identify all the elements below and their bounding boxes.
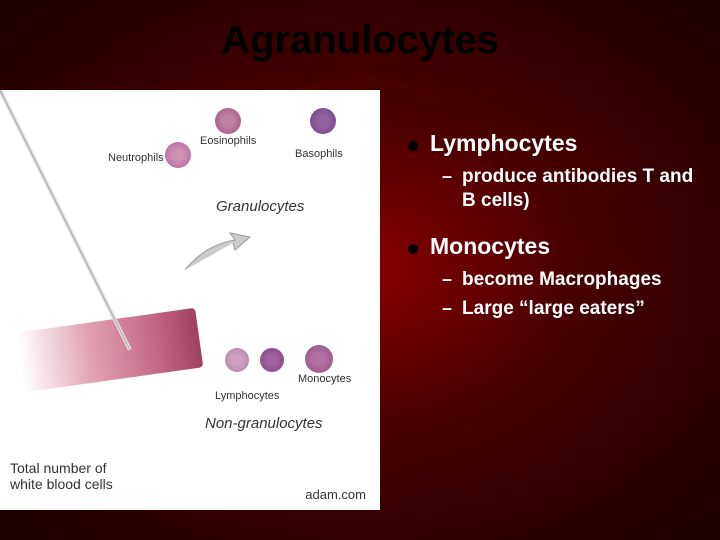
bullet-icon <box>408 244 418 254</box>
lymphocyte-cell-icon <box>260 348 284 372</box>
sub-bullet-item: – become Macrophages <box>442 268 700 292</box>
monocyte-cell-icon <box>305 345 333 373</box>
lymphocytes-label: Lymphocytes <box>215 390 279 402</box>
eosinophils-label: Eosinophils <box>200 135 256 147</box>
sub-bullet-text: Large “large eaters” <box>462 297 645 321</box>
syringe-needle-icon <box>0 90 200 430</box>
sub-bullet-item: – produce antibodies T and B cells) <box>442 165 700 213</box>
bullet-text: Lymphocytes <box>430 130 577 157</box>
bullet-item: Monocytes <box>408 233 700 260</box>
monocytes-label: Monocytes <box>298 373 351 385</box>
non-granulocytes-section-label: Non-granulocytes <box>205 415 323 432</box>
dash-icon: – <box>442 269 452 290</box>
content-area: Lymphocytes – produce antibodies T and B… <box>408 130 700 327</box>
granulocytes-section-label: Granulocytes <box>216 198 304 215</box>
basophils-label: Basophils <box>295 148 343 160</box>
dash-icon: – <box>442 166 452 187</box>
sub-bullet-text: produce antibodies T and B cells) <box>462 165 700 213</box>
bullet-text: Monocytes <box>430 233 550 260</box>
bullet-icon <box>408 141 418 151</box>
sub-bullet-text: become Macrophages <box>462 268 662 292</box>
dash-icon: – <box>442 298 452 319</box>
slide-title: Agranulocytes <box>221 18 499 63</box>
bullet-item: Lymphocytes <box>408 130 700 157</box>
lymphocyte-cell-icon <box>225 348 249 372</box>
basophil-cell-icon <box>310 108 336 134</box>
wbc-diagram-panel: Eosinophils Neutrophils Basophils Granul… <box>0 90 380 510</box>
total-wbc-label: Total number of white blood cells <box>10 460 113 492</box>
eosinophil-cell-icon <box>215 108 241 134</box>
attribution-label: adam.com <box>305 487 366 502</box>
sub-bullet-item: – Large “large eaters” <box>442 297 700 321</box>
